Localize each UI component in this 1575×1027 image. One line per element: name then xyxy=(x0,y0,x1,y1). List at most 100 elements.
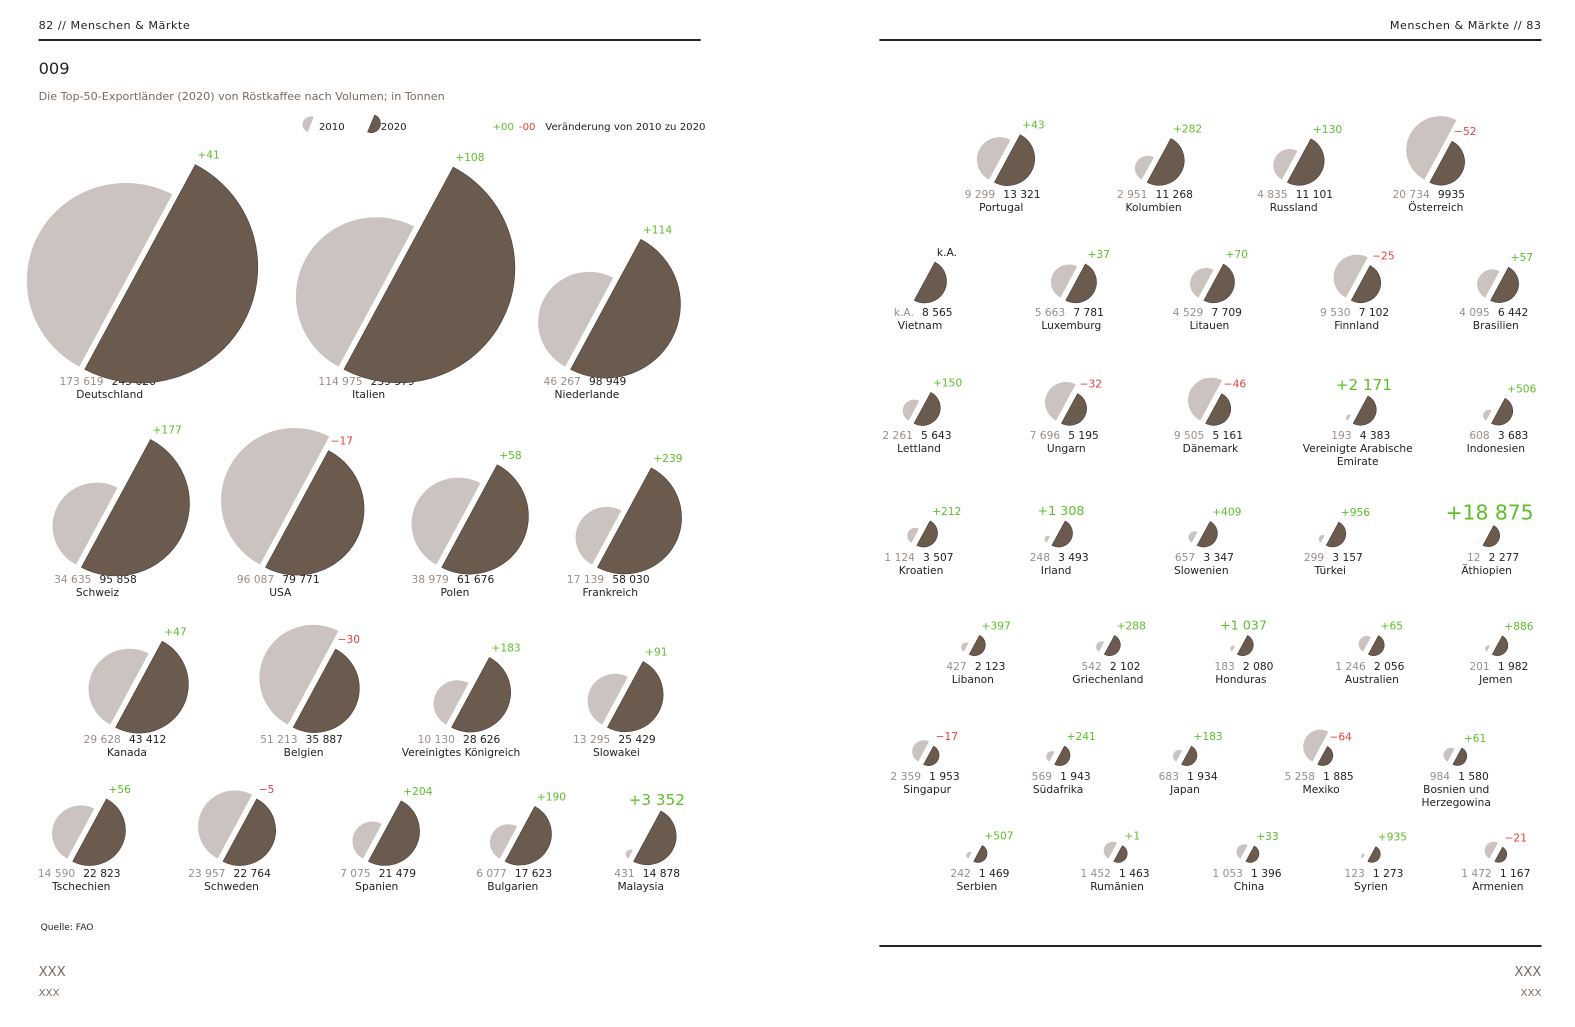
country-name: Dänemark xyxy=(1183,443,1239,455)
half-circle-2020 xyxy=(916,520,938,548)
half-circle-2010 xyxy=(26,183,173,367)
country-name: Polen xyxy=(441,587,470,599)
half-circle-2010 xyxy=(1236,844,1248,859)
value-2020: 35 887 xyxy=(306,734,343,746)
value-2020: 2 277 xyxy=(1489,552,1520,564)
half-circle-2010 xyxy=(912,740,930,762)
value-2020: 43 412 xyxy=(129,734,166,746)
country-name: Niederlande xyxy=(555,389,620,401)
change-label: +2 171 xyxy=(1336,376,1392,394)
country-name: Malaysia xyxy=(617,881,664,893)
half-circle-2020 xyxy=(1286,138,1325,186)
country-name: Litauen xyxy=(1190,320,1230,332)
value-2010: 46 267 xyxy=(544,376,581,388)
change-label: −30 xyxy=(338,634,361,646)
half-circle-2010 xyxy=(88,648,149,725)
half-circle-2020 xyxy=(1103,635,1121,656)
value-2010: 1 472 xyxy=(1461,868,1492,880)
half-circle-2010 xyxy=(433,680,469,725)
country-name: Südafrika xyxy=(1033,784,1083,796)
half-circle-2020 xyxy=(1482,525,1500,547)
change-label: +43 xyxy=(1022,120,1044,132)
value-2020: 1 982 xyxy=(1498,661,1529,673)
half-circle-2010 xyxy=(1273,148,1298,180)
value-2010: 7 696 xyxy=(1030,430,1061,442)
change-label: +935 xyxy=(1378,832,1407,844)
value-2010: 2 359 xyxy=(891,771,922,783)
half-circle-2020 xyxy=(1452,747,1467,766)
value-2020: 2 056 xyxy=(1374,661,1405,673)
country-name: Kolumbien xyxy=(1126,202,1182,214)
value-2020: 3 493 xyxy=(1058,552,1089,564)
value-2010: 299 xyxy=(1304,552,1324,564)
half-circle-2010 xyxy=(1485,645,1491,652)
change-label: +1 308 xyxy=(1038,503,1085,518)
half-circle-2010 xyxy=(489,824,518,859)
value-2020: 2 123 xyxy=(975,661,1006,673)
legend-label: 2010 xyxy=(319,122,345,133)
half-circle-2020 xyxy=(1367,846,1381,863)
value-2010: 542 xyxy=(1081,661,1101,673)
value-2010: 4 095 xyxy=(1459,307,1490,319)
country-name: Portugal xyxy=(979,202,1023,214)
value-2010: 9 530 xyxy=(1320,307,1351,319)
value-2010: 4 529 xyxy=(1173,307,1204,319)
half-circle-2020 xyxy=(343,166,515,383)
half-circle-2010 xyxy=(221,428,330,565)
value-2020: 5 195 xyxy=(1068,430,1099,442)
half-circle-2010 xyxy=(1333,254,1368,298)
value-2010: 6 077 xyxy=(476,868,507,880)
country-name: Äthiopien xyxy=(1461,564,1512,577)
change-label: +70 xyxy=(1226,249,1249,261)
value-2010: 427 xyxy=(946,661,966,673)
value-2020: 98 949 xyxy=(589,376,626,388)
value-2020: 8 565 xyxy=(922,307,953,319)
half-circle-2010 xyxy=(411,477,481,565)
half-circle-2010 xyxy=(902,399,920,421)
half-circle-2020 xyxy=(1490,266,1519,303)
value-2020: 3 157 xyxy=(1332,552,1363,564)
figure-number: 009 xyxy=(39,59,70,78)
value-2020: 3 507 xyxy=(923,552,954,564)
change-label: −52 xyxy=(1454,126,1476,138)
value-2020: 28 626 xyxy=(463,734,501,746)
country-name: Vereinigtes Königreich xyxy=(402,747,521,759)
value-2020: 7 102 xyxy=(1359,307,1390,319)
half-circle-2020 xyxy=(1494,846,1508,863)
legend-label: 2020 xyxy=(381,122,407,133)
right-header: Menschen & Märkte // 83 xyxy=(1390,19,1542,32)
half-circle-2020 xyxy=(1352,395,1377,426)
value-2010: 9 505 xyxy=(1174,430,1205,442)
value-2020: 2 080 xyxy=(1243,661,1274,673)
value-2010: 657 xyxy=(1175,552,1195,564)
half-circle-2010 xyxy=(538,271,614,367)
half-circle-2010 xyxy=(1318,534,1325,543)
half-circle-2020 xyxy=(1245,845,1260,863)
country-name: Slowenien xyxy=(1174,565,1229,577)
half-circle-2020 xyxy=(84,164,258,384)
change-label: +409 xyxy=(1212,507,1241,519)
country-name: Spanien xyxy=(355,881,398,893)
value-2020: 22 823 xyxy=(83,868,120,880)
value-2010: 608 xyxy=(1469,430,1489,442)
footer-rule xyxy=(879,945,1542,947)
value-2010: 1 246 xyxy=(1335,661,1366,673)
footer-sub: XXX xyxy=(39,988,60,999)
change-label: +47 xyxy=(164,626,186,638)
half-circle-2010 xyxy=(198,790,253,859)
change-label: −5 xyxy=(259,784,275,796)
value-2020: 58 030 xyxy=(612,574,650,586)
value-2010: 431 xyxy=(614,868,634,880)
value-2020: 13 321 xyxy=(1003,189,1040,201)
change-label: +114 xyxy=(643,224,673,236)
half-circle-2020 xyxy=(292,648,360,733)
half-circle-2020 xyxy=(1181,745,1198,766)
half-circle-2020 xyxy=(1203,263,1235,304)
value-2010: 17 139 xyxy=(567,574,604,586)
change-label: +3 352 xyxy=(629,791,685,809)
value-2020: 1 943 xyxy=(1060,771,1091,783)
legend-swatch xyxy=(302,116,314,132)
legend-swatch xyxy=(367,114,381,133)
change-label: +177 xyxy=(153,425,182,437)
